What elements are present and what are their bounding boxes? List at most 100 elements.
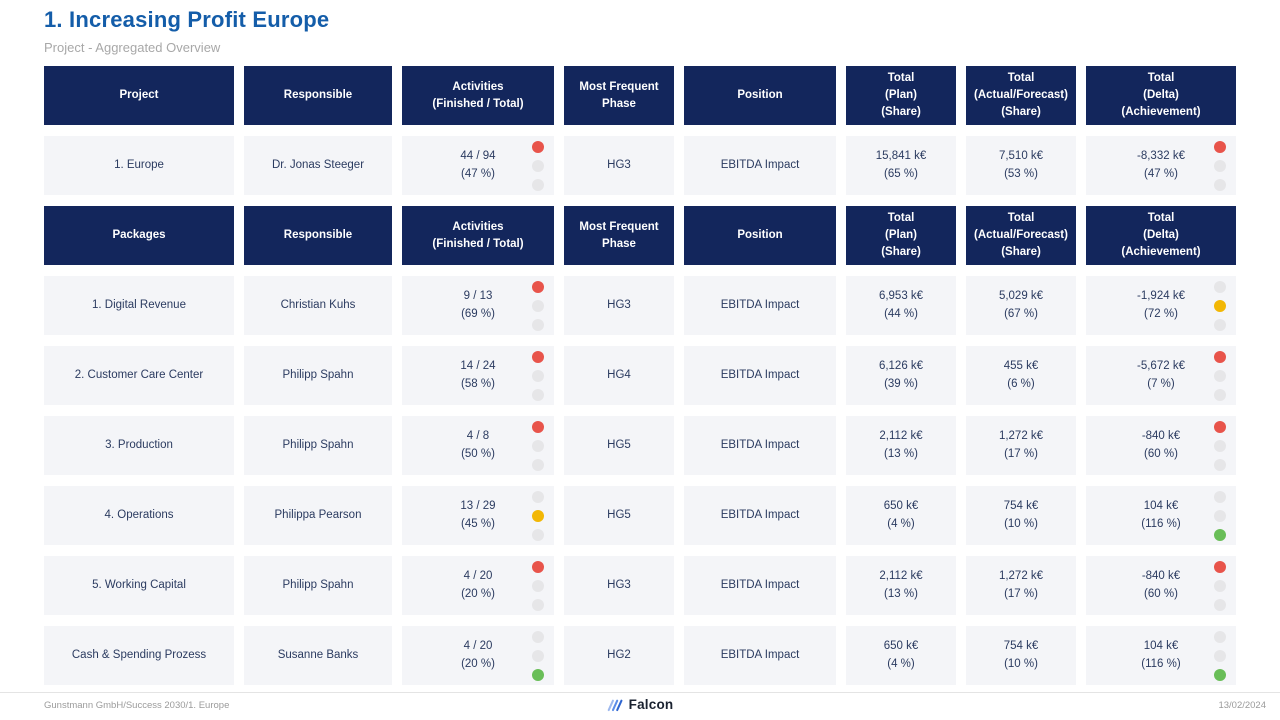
plan-cell: 2,112 k€ (13 %) [846, 556, 956, 615]
page-title: 1. Increasing Profit Europe [44, 7, 330, 32]
position-cell: EBITDA Impact [684, 626, 836, 685]
package-name-cell: 2. Customer Care Center [44, 346, 234, 405]
activities-cell: 44 / 94 (47 %) [402, 136, 554, 195]
red-dot-icon [1214, 140, 1226, 153]
header-cell-activities: Activities (Finished / Total) [402, 206, 554, 265]
header-cell-phase: Most Frequent Phase [564, 66, 674, 125]
falcon-logo-icon [607, 699, 623, 712]
activities-value: 4 / 8 (50 %) [461, 430, 495, 460]
activities-value: 13 / 29 (45 %) [460, 500, 496, 530]
delta-cell: -840 k€ (60 %) [1086, 556, 1236, 615]
actual-cell: 455 k€ (6 %) [966, 346, 1076, 405]
green-dot-icon [1214, 318, 1226, 331]
plan-cell: 6,126 k€ (39 %) [846, 346, 956, 405]
green-dot-icon [532, 668, 544, 681]
package-name-cell: 5. Working Capital [44, 556, 234, 615]
yellow-dot-icon [532, 299, 544, 312]
position-cell: EBITDA Impact [684, 556, 836, 615]
red-dot-icon [532, 140, 544, 153]
header-cell-actual: Total (Actual/Forecast) (Share) [966, 206, 1076, 265]
project-name-cell: 1. Europe [44, 136, 234, 195]
plan-cell: 650 k€ (4 %) [846, 486, 956, 545]
phase-cell: HG5 [564, 416, 674, 475]
delta-cell: -8,332 k€ (47 %) [1086, 136, 1236, 195]
header-cell-plan: Total (Plan) (Share) [846, 66, 956, 125]
traffic-light [532, 630, 544, 681]
actual-cell: 754 k€ (10 %) [966, 626, 1076, 685]
red-dot-icon [1214, 490, 1226, 503]
yellow-dot-icon [532, 159, 544, 172]
delta-cell: -840 k€ (60 %) [1086, 416, 1236, 475]
phase-cell: HG4 [564, 346, 674, 405]
header-cell-position: Position [684, 206, 836, 265]
green-dot-icon [532, 458, 544, 471]
actual-cell: 7,510 k€ (53 %) [966, 136, 1076, 195]
activities-value: 14 / 24 (58 %) [460, 360, 496, 390]
yellow-dot-icon [532, 649, 544, 662]
traffic-light [1214, 560, 1226, 611]
red-dot-icon [532, 280, 544, 293]
phase-cell: HG2 [564, 626, 674, 685]
red-dot-icon [532, 350, 544, 363]
actual-cell: 1,272 k€ (17 %) [966, 556, 1076, 615]
responsible-cell: Christian Kuhs [244, 276, 392, 335]
red-dot-icon [1214, 560, 1226, 573]
activities-cell: 4 / 20 (20 %) [402, 626, 554, 685]
green-dot-icon [1214, 458, 1226, 471]
green-dot-icon [1214, 528, 1226, 541]
green-dot-icon [532, 598, 544, 611]
responsible-cell: Dr. Jonas Steeger [244, 136, 392, 195]
delta-value: -8,332 k€ (47 %) [1137, 150, 1185, 180]
yellow-dot-icon [532, 579, 544, 592]
yellow-dot-icon [532, 369, 544, 382]
responsible-cell: Philipp Spahn [244, 416, 392, 475]
phase-cell: HG5 [564, 486, 674, 545]
traffic-light [1214, 490, 1226, 541]
responsible-cell: Philipp Spahn [244, 556, 392, 615]
header-cell-phase: Most Frequent Phase [564, 206, 674, 265]
red-dot-icon [1214, 350, 1226, 363]
yellow-dot-icon [1214, 649, 1226, 662]
header-cell-actual: Total (Actual/Forecast) (Share) [966, 66, 1076, 125]
traffic-light [1214, 140, 1226, 191]
delta-value: -840 k€ (60 %) [1141, 430, 1181, 460]
traffic-light [532, 490, 544, 541]
responsible-cell: Susanne Banks [244, 626, 392, 685]
header-cell-delta: Total (Delta) (Achievement) [1086, 66, 1236, 125]
activities-cell: 13 / 29 (45 %) [402, 486, 554, 545]
traffic-light [1214, 420, 1226, 471]
position-cell: EBITDA Impact [684, 416, 836, 475]
header-cell-position: Position [684, 66, 836, 125]
yellow-dot-icon [1214, 159, 1226, 172]
yellow-dot-icon [1214, 439, 1226, 452]
activities-cell: 4 / 20 (20 %) [402, 556, 554, 615]
activities-value: 4 / 20 (20 %) [461, 640, 495, 670]
traffic-light [1214, 630, 1226, 681]
traffic-light [532, 280, 544, 331]
position-cell: EBITDA Impact [684, 486, 836, 545]
falcon-logo: Falcon [0, 697, 1280, 712]
delta-value: -840 k€ (60 %) [1141, 570, 1181, 600]
overview-table: Project Responsible Activities (Finished… [44, 66, 1236, 685]
position-cell: EBITDA Impact [684, 346, 836, 405]
position-cell: EBITDA Impact [684, 276, 836, 335]
page-subtitle: Project - Aggregated Overview [44, 40, 221, 55]
yellow-dot-icon [532, 509, 544, 522]
falcon-logo-text: Falcon [628, 697, 674, 712]
actual-cell: 1,272 k€ (17 %) [966, 416, 1076, 475]
footer-date: 13/02/2024 [1218, 700, 1266, 711]
responsible-cell: Philippa Pearson [244, 486, 392, 545]
green-dot-icon [532, 388, 544, 401]
delta-cell: 104 k€ (116 %) [1086, 626, 1236, 685]
yellow-dot-icon [1214, 509, 1226, 522]
header-cell-responsible: Responsible [244, 66, 392, 125]
green-dot-icon [1214, 178, 1226, 191]
plan-cell: 650 k€ (4 %) [846, 626, 956, 685]
traffic-light [532, 560, 544, 611]
traffic-light [532, 420, 544, 471]
red-dot-icon [532, 560, 544, 573]
green-dot-icon [1214, 598, 1226, 611]
plan-cell: 2,112 k€ (13 %) [846, 416, 956, 475]
package-name-cell: 4. Operations [44, 486, 234, 545]
